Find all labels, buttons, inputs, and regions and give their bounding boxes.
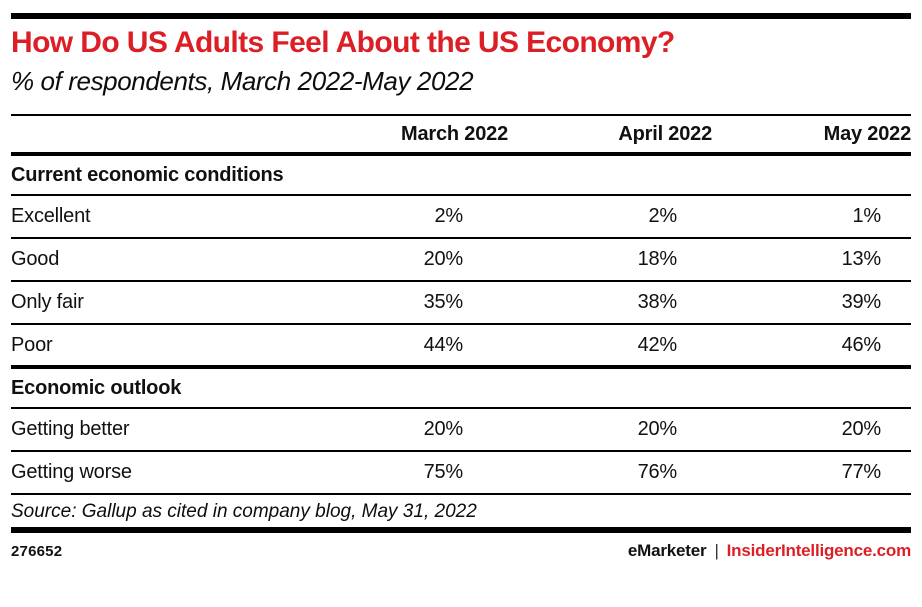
top-divider-bar — [11, 13, 911, 19]
page-title: How Do US Adults Feel About the US Econo… — [11, 26, 675, 59]
value-cell: 1% — [712, 195, 911, 239]
value-cell: 39% — [712, 281, 911, 325]
value-cell: 75% — [308, 451, 508, 495]
page-subtitle: % of respondents, March 2022-May 2022 — [11, 66, 474, 96]
table-row-only-fair: Only fair 35% 38% 39% — [11, 281, 911, 325]
column-header-row: March 2022 April 2022 May 2022 — [11, 115, 911, 156]
value-cell: 18% — [508, 238, 712, 282]
value-cell: 20% — [308, 238, 508, 282]
row-label: Good — [11, 238, 308, 282]
table-row-excellent: Excellent 2% 2% 1% — [11, 195, 911, 239]
value-cell: 38% — [508, 281, 712, 325]
value-cell: 42% — [508, 324, 712, 369]
row-label: Only fair — [11, 281, 308, 325]
value-cell: 35% — [308, 281, 508, 325]
value-cell: 13% — [712, 238, 911, 282]
row-label: Excellent — [11, 195, 308, 239]
value-cell: 46% — [712, 324, 911, 369]
bottom-divider-bar — [11, 527, 911, 533]
row-label: Getting worse — [11, 451, 308, 495]
row-label: Poor — [11, 324, 308, 369]
value-cell: 77% — [712, 451, 911, 495]
row-label: Getting better — [11, 408, 308, 452]
value-cell: 20% — [712, 408, 911, 452]
section-header-current-conditions: Current economic conditions — [11, 154, 911, 196]
footer: 276652 eMarketer | InsiderIntelligence.com — [11, 541, 911, 561]
table-row-getting-worse: Getting worse 75% 76% 77% — [11, 451, 911, 495]
section-header-row: Economic outlook — [11, 367, 911, 409]
value-cell: 20% — [508, 408, 712, 452]
section-header-row: Current economic conditions — [11, 154, 911, 196]
insider-intelligence-link[interactable]: InsiderIntelligence.com — [726, 541, 912, 560]
chart-id: 276652 — [11, 542, 63, 560]
column-header-empty — [11, 115, 308, 156]
infographic-page: How Do US Adults Feel About the US Econo… — [0, 13, 922, 561]
table-row-getting-better: Getting better 20% 20% 20% — [11, 408, 911, 452]
column-header-march-2022: March 2022 — [308, 115, 508, 156]
value-cell: 2% — [308, 195, 508, 239]
section-header-economic-outlook: Economic outlook — [11, 367, 911, 409]
footer-separator: | — [714, 541, 719, 560]
brand-lockup: eMarketer | InsiderIntelligence.com — [628, 541, 911, 561]
source-row: Source: Gallup as cited in company blog,… — [11, 494, 911, 527]
table-row-good: Good 20% 18% 13% — [11, 238, 911, 282]
column-header-may-2022: May 2022 — [712, 115, 911, 156]
value-cell: 76% — [508, 451, 712, 495]
column-header-april-2022: April 2022 — [508, 115, 712, 156]
value-cell: 44% — [308, 324, 508, 369]
emarketer-logo: eMarketer — [627, 541, 707, 560]
table-row-poor: Poor 44% 42% 46% — [11, 324, 911, 369]
value-cell: 20% — [308, 408, 508, 452]
value-cell: 2% — [508, 195, 712, 239]
source-note: Source: Gallup as cited in company blog,… — [11, 501, 477, 522]
data-table: March 2022 April 2022 May 2022 Current e… — [11, 114, 911, 527]
